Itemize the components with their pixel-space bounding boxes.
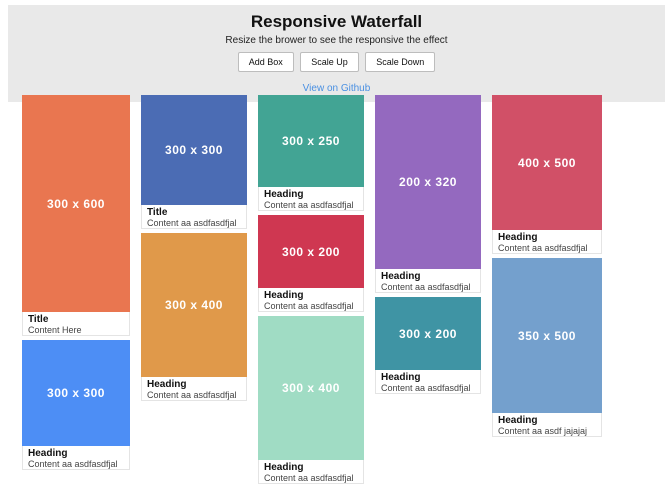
card-caption: Heading Content aa asdfasdfjal [258, 288, 364, 312]
card-title: Heading [264, 290, 304, 301]
waterfall-card: 300 x 250 Heading Content aa asdfasdfjal [258, 95, 364, 211]
card-color-box[interactable]: 300 x 250 [258, 95, 364, 187]
card-content: Content aa asdfasdfjal [147, 218, 237, 228]
waterfall-column: 300 x 600 Title Content Here 300 x 300 Headi… [22, 95, 130, 474]
card-content: Content aa asdfasdfjal [264, 301, 354, 311]
card-color-box[interactable]: 300 x 200 [375, 297, 481, 370]
card-caption: Title Content aa asdfasdfjal [141, 205, 247, 229]
card-size-label: 300 x 200 [399, 326, 457, 341]
page-header: Responsive Waterfall Resize the brower t… [8, 5, 665, 102]
card-content: Content aa asdfasdfjal [264, 473, 354, 483]
card-content: Content aa asdfasdfjal [381, 383, 471, 393]
waterfall-card: 300 x 200 Heading Content aa asdfasdfjal [375, 297, 481, 394]
card-caption: Heading Content aa asdfasdfjal [492, 230, 602, 254]
card-content: Content aa asdfasdfjal [264, 200, 354, 210]
card-color-box[interactable]: 400 x 500 [492, 95, 602, 230]
waterfall-card: 200 x 320 Heading Content aa asdfasdfjal [375, 95, 481, 293]
waterfall-card: 300 x 600 Title Content Here [22, 95, 130, 336]
waterfall-card: 400 x 500 Heading Content aa asdfasdfjal [492, 95, 602, 254]
card-content: Content Here [28, 325, 82, 335]
card-title: Heading [381, 271, 421, 282]
card-color-box[interactable]: 300 x 300 [22, 340, 130, 446]
card-size-label: 300 x 200 [282, 244, 340, 259]
card-color-box[interactable]: 300 x 400 [141, 233, 247, 377]
card-caption: Heading Content aa asdfasdfjal [258, 187, 364, 211]
card-title: Title [147, 207, 168, 218]
card-color-box[interactable]: 300 x 400 [258, 316, 364, 460]
waterfall-column: 300 x 300 Title Content aa asdfasdfjal 300 … [141, 95, 247, 405]
waterfall-column: 200 x 320 Heading Content aa asdfasdfjal 30… [375, 95, 481, 398]
add-box-button[interactable]: Add Box [237, 52, 294, 72]
waterfall-card: 300 x 300 Heading Content aa asdfasdfjal [22, 340, 130, 470]
card-caption: Heading Content aa asdfasdfjal [258, 460, 364, 484]
waterfall-card: 300 x 400 Heading Content aa asdfasdfjal [141, 233, 247, 401]
waterfall-card: 350 x 500 Heading Content aa asdf jajajaj [492, 258, 602, 437]
card-title: Heading [264, 462, 304, 473]
card-color-box[interactable]: 200 x 320 [375, 95, 481, 269]
card-title: Heading [381, 372, 421, 383]
scale-up-button[interactable]: Scale Up [300, 52, 359, 72]
card-size-label: 200 x 320 [399, 175, 457, 189]
card-content: Content aa asdfasdfjal [28, 459, 118, 469]
page-subtitle: Resize the brower to see the responsive … [225, 35, 448, 46]
card-size-label: 300 x 400 [282, 381, 340, 395]
waterfall-card: 300 x 200 Heading Content aa asdfasdfjal [258, 215, 364, 312]
scale-down-button[interactable]: Scale Down [365, 52, 436, 72]
card-caption: Heading Content aa asdfasdfjal [141, 377, 247, 401]
card-title: Heading [264, 189, 304, 200]
waterfall-column: 400 x 500 Heading Content aa asdfasdfjal 35… [492, 95, 602, 441]
github-link[interactable]: View on Github [302, 83, 371, 94]
card-size-label: 350 x 500 [518, 328, 576, 343]
card-size-label: 300 x 600 [47, 196, 105, 211]
card-caption: Heading Content aa asdfasdfjal [375, 370, 481, 394]
card-size-label: 300 x 300 [165, 143, 223, 157]
page-title: Responsive Waterfall [250, 12, 423, 31]
card-caption: Title Content Here [22, 312, 130, 336]
waterfall-card: 300 x 300 Title Content aa asdfasdfjal [141, 95, 247, 229]
card-color-box[interactable]: 300 x 600 [22, 95, 130, 312]
card-title: Title [28, 314, 49, 325]
card-size-label: 300 x 250 [282, 134, 340, 148]
card-title: Heading [28, 448, 68, 459]
card-color-box[interactable]: 350 x 500 [492, 258, 602, 413]
waterfall-column: 300 x 250 Heading Content aa asdfasdfjal 30… [258, 95, 364, 488]
card-content: Content aa asdfasdfjal [498, 243, 588, 253]
card-title: Heading [498, 232, 538, 243]
card-color-box[interactable]: 300 x 200 [258, 215, 364, 288]
card-color-box[interactable]: 300 x 300 [141, 95, 247, 205]
button-row: Add Box Scale Up Scale Down [8, 52, 665, 72]
card-content: Content aa asdf jajajaj [498, 426, 588, 436]
card-caption: Heading Content aa asdfasdfjal [375, 269, 481, 293]
card-title: Heading [147, 379, 187, 390]
card-caption: Heading Content aa asdf jajajaj [492, 413, 602, 437]
card-caption: Heading Content aa asdfasdfjal [22, 446, 130, 470]
card-content: Content aa asdfasdfjal [381, 282, 471, 292]
card-size-label: 400 x 500 [518, 155, 576, 170]
card-size-label: 300 x 300 [47, 386, 105, 400]
waterfall-card: 300 x 400 Heading Content aa asdfasdfjal [258, 316, 364, 484]
card-size-label: 300 x 400 [165, 298, 223, 312]
card-title: Heading [498, 415, 538, 426]
card-content: Content aa asdfasdfjal [147, 390, 237, 400]
